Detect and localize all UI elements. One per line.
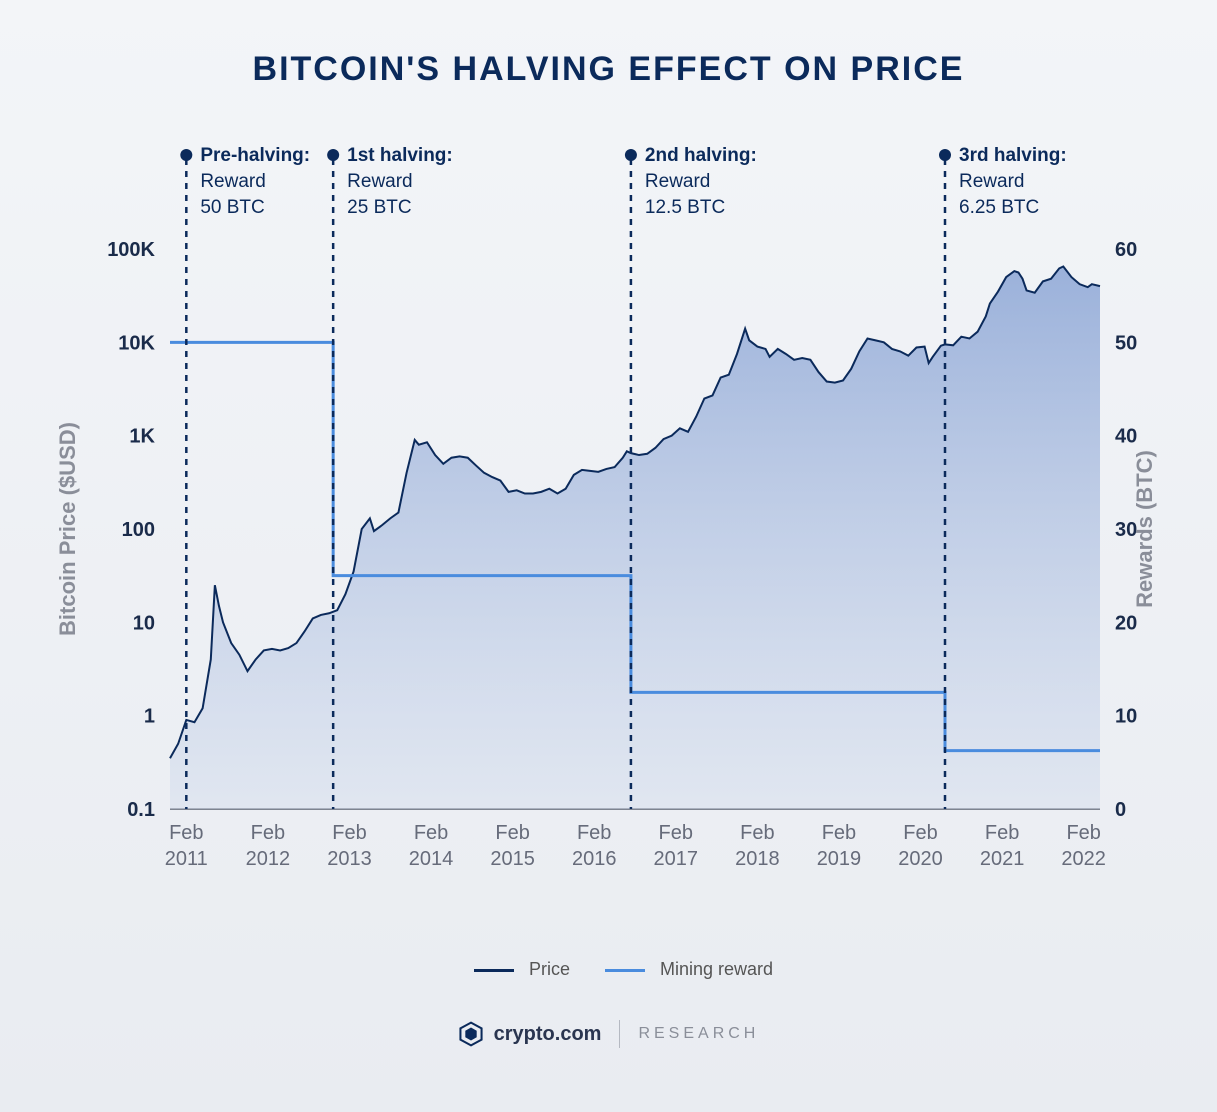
legend: Price Mining reward bbox=[40, 959, 1177, 980]
halving-label-line2: 25 BTC bbox=[347, 197, 411, 218]
halving-dot bbox=[625, 149, 637, 161]
legend-swatch-price bbox=[474, 969, 514, 972]
crypto-com-icon bbox=[458, 1021, 484, 1047]
halving-label-line2: 50 BTC bbox=[200, 197, 264, 218]
footer-divider bbox=[619, 1020, 620, 1048]
brand-text: crypto.com bbox=[494, 1023, 602, 1046]
y-left-tick: 10 bbox=[133, 612, 155, 634]
x-tick-year: 2013 bbox=[327, 848, 372, 870]
x-tick: Feb bbox=[985, 822, 1019, 844]
halving-label-title: 2nd halving: bbox=[645, 145, 757, 166]
y-right-tick: 0 bbox=[1115, 799, 1126, 821]
x-tick: Feb bbox=[332, 822, 366, 844]
halving-dot bbox=[180, 149, 192, 161]
x-tick-year: 2022 bbox=[1061, 848, 1106, 870]
halving-label-title: 1st halving: bbox=[347, 145, 453, 166]
halving-label-title: 3rd halving: bbox=[959, 145, 1067, 166]
y-left-tick: 1K bbox=[129, 426, 155, 448]
x-tick-year: 2015 bbox=[490, 848, 535, 870]
y-right-tick: 60 bbox=[1115, 239, 1137, 261]
y-left-label: Bitcoin Price ($USD) bbox=[55, 422, 80, 636]
x-tick: Feb bbox=[169, 822, 203, 844]
brand: crypto.com bbox=[458, 1021, 602, 1047]
x-tick-year: 2021 bbox=[980, 848, 1024, 870]
x-tick: Feb bbox=[903, 822, 937, 844]
y-right-tick: 40 bbox=[1115, 426, 1137, 448]
x-tick: Feb bbox=[414, 822, 448, 844]
x-tick-year: 2019 bbox=[817, 848, 862, 870]
x-tick-year: 2012 bbox=[246, 848, 291, 870]
halving-label-line1: Reward bbox=[959, 171, 1024, 192]
y-left-tick: 0.1 bbox=[127, 799, 155, 821]
x-tick: Feb bbox=[1066, 822, 1100, 844]
halving-dot bbox=[939, 149, 951, 161]
x-tick: Feb bbox=[251, 822, 285, 844]
legend-reward-label: Mining reward bbox=[660, 959, 773, 979]
y-right-tick: 20 bbox=[1115, 612, 1137, 634]
research-label: RESEARCH bbox=[638, 1025, 759, 1043]
y-left-tick: 10K bbox=[118, 332, 155, 354]
y-left-tick: 1 bbox=[144, 706, 155, 728]
chart-title: BITCOIN'S HALVING EFFECT ON PRICE bbox=[40, 50, 1177, 89]
x-tick-year: 2016 bbox=[572, 848, 617, 870]
x-tick-year: 2017 bbox=[654, 848, 699, 870]
x-tick: Feb bbox=[822, 822, 856, 844]
y-right-label: Rewards (BTC) bbox=[1132, 450, 1157, 608]
halving-label-line2: 12.5 BTC bbox=[645, 197, 725, 218]
x-tick-year: 2018 bbox=[735, 848, 780, 870]
x-tick: Feb bbox=[577, 822, 611, 844]
legend-price-label: Price bbox=[529, 959, 570, 979]
halving-label-title: Pre-halving: bbox=[200, 145, 310, 166]
price-area bbox=[170, 266, 1100, 809]
y-left-tick: 100K bbox=[107, 239, 155, 261]
footer: crypto.com RESEARCH bbox=[40, 1020, 1177, 1048]
chart-container: 0.1 1 10 100 1K 10K 100K Bitcoin Price ($USD) 0 1… bbox=[40, 119, 1177, 949]
x-tick: Feb bbox=[740, 822, 774, 844]
y-right-tick: 50 bbox=[1115, 332, 1137, 354]
x-tick-year: 2011 bbox=[165, 848, 208, 870]
halving-dot bbox=[327, 149, 339, 161]
halving-label-line1: Reward bbox=[347, 171, 412, 192]
legend-swatch-reward bbox=[605, 969, 645, 972]
x-tick: Feb bbox=[659, 822, 693, 844]
halving-label-line1: Reward bbox=[200, 171, 265, 192]
y-left-tick: 100 bbox=[122, 519, 155, 541]
chart-svg: 0.1 1 10 100 1K 10K 100K Bitcoin Price ($USD) 0 1… bbox=[40, 119, 1177, 949]
x-tick-year: 2014 bbox=[409, 848, 454, 870]
x-tick: Feb bbox=[495, 822, 529, 844]
x-tick-year: 2020 bbox=[898, 848, 943, 870]
halving-label-line2: 6.25 BTC bbox=[959, 197, 1039, 218]
halving-label-line1: Reward bbox=[645, 171, 710, 192]
y-right-tick: 10 bbox=[1115, 706, 1137, 728]
